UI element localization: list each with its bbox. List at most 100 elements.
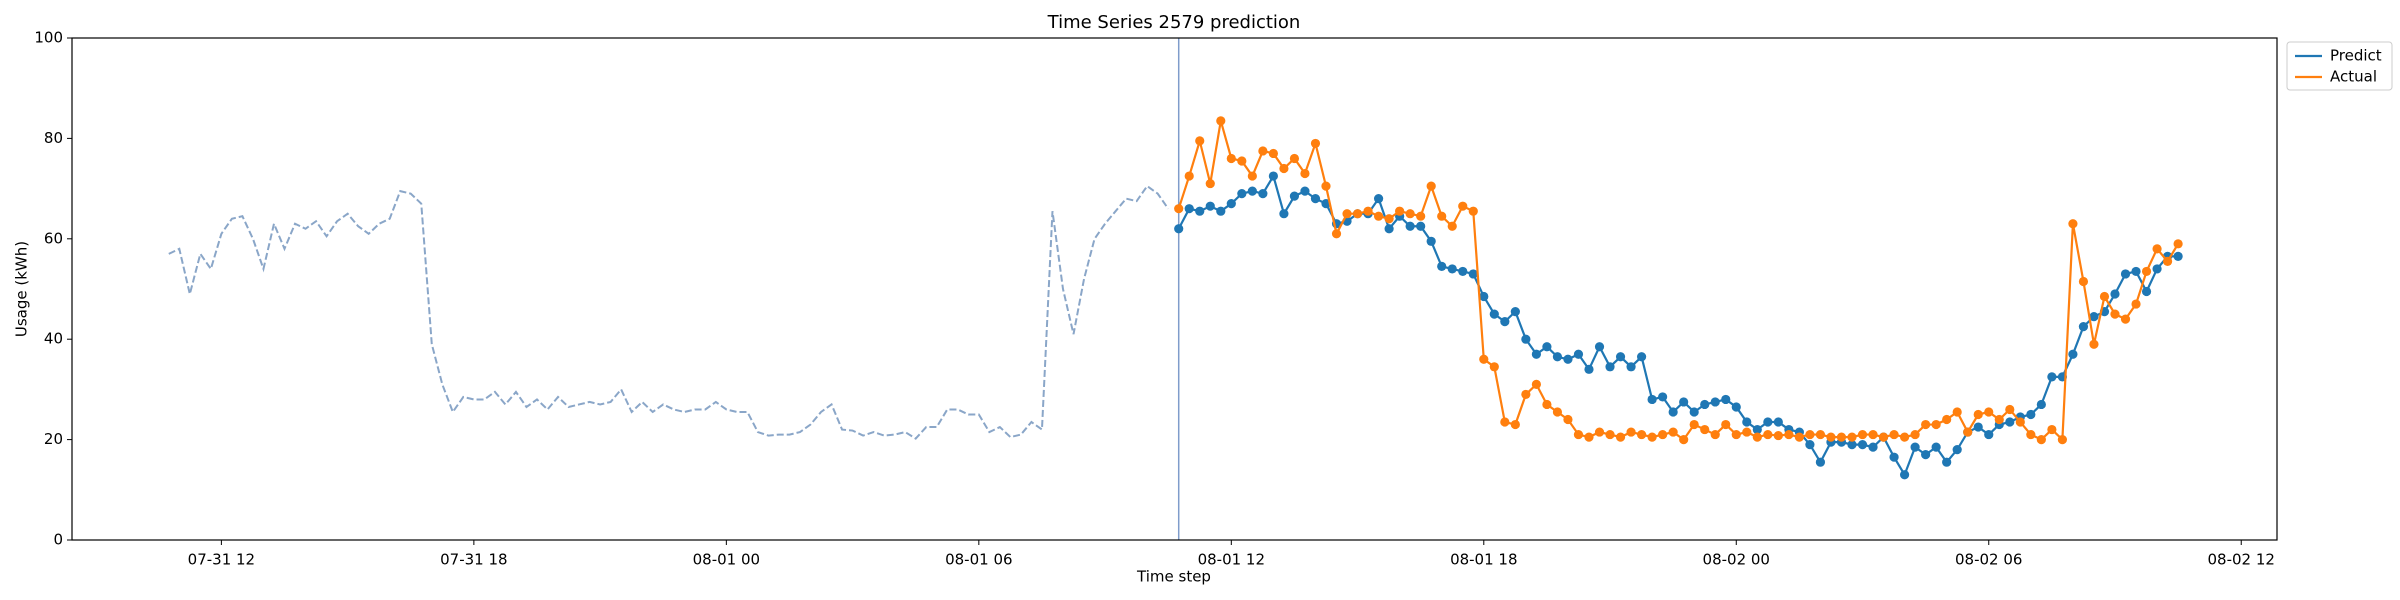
point bbox=[1931, 419, 1941, 430]
point bbox=[1721, 419, 1731, 430]
point bbox=[1594, 427, 1605, 437]
point bbox=[1331, 229, 1342, 239]
point bbox=[1615, 352, 1626, 362]
point bbox=[2131, 266, 2141, 277]
point bbox=[1489, 362, 1499, 372]
point bbox=[1889, 452, 1899, 462]
point bbox=[1721, 394, 1731, 405]
point bbox=[1973, 422, 1983, 432]
point bbox=[1742, 417, 1752, 427]
point bbox=[1352, 209, 1363, 219]
y-tick-label: 100 bbox=[34, 29, 63, 47]
point bbox=[1426, 236, 1436, 246]
point bbox=[1952, 407, 1962, 417]
history-line bbox=[168, 184, 1170, 440]
point bbox=[1416, 221, 1426, 231]
y-tick-label: 60 bbox=[44, 229, 63, 247]
point bbox=[2120, 269, 2131, 279]
point bbox=[1437, 211, 1447, 221]
legend-label: Actual bbox=[2330, 68, 2377, 86]
point bbox=[1563, 414, 1573, 425]
point bbox=[1279, 209, 1289, 219]
point bbox=[1531, 379, 1541, 389]
point bbox=[1857, 440, 1868, 450]
point bbox=[1384, 214, 1394, 224]
point bbox=[1899, 470, 1910, 480]
point bbox=[1542, 399, 1552, 410]
point bbox=[1247, 171, 1257, 181]
point bbox=[1405, 209, 1415, 219]
point bbox=[2036, 435, 2046, 445]
point bbox=[1805, 440, 1815, 450]
point bbox=[1847, 432, 1857, 442]
x-tick-label: 08-01 18 bbox=[1450, 551, 1517, 569]
x-tick-label: 08-02 12 bbox=[2208, 551, 2275, 569]
point bbox=[1184, 204, 1194, 214]
point bbox=[2078, 322, 2089, 332]
point bbox=[1531, 349, 1541, 359]
point bbox=[1216, 206, 1226, 216]
point bbox=[2162, 256, 2173, 266]
y-tick-label: 40 bbox=[44, 330, 63, 348]
point bbox=[1868, 429, 1878, 440]
point bbox=[2173, 239, 2183, 249]
point bbox=[1931, 442, 1941, 452]
point bbox=[1310, 194, 1321, 204]
point bbox=[1373, 211, 1384, 221]
point bbox=[1700, 399, 1710, 410]
point bbox=[1226, 199, 1236, 209]
point bbox=[1826, 432, 1836, 442]
point bbox=[1994, 414, 2004, 425]
point bbox=[1300, 168, 1310, 179]
point bbox=[1689, 419, 1699, 430]
point bbox=[1373, 194, 1384, 204]
point bbox=[2068, 349, 2078, 359]
point bbox=[1468, 206, 1478, 216]
point bbox=[2120, 314, 2131, 324]
point bbox=[2078, 276, 2089, 287]
point bbox=[2110, 309, 2120, 319]
point bbox=[1279, 163, 1289, 174]
point bbox=[1794, 432, 1804, 442]
point bbox=[1605, 362, 1615, 372]
y-tick-label: 0 bbox=[53, 531, 63, 549]
point bbox=[1668, 427, 1678, 437]
point bbox=[2005, 417, 2015, 427]
point bbox=[1626, 427, 1636, 437]
point bbox=[1805, 429, 1815, 440]
point bbox=[1784, 429, 1794, 440]
point bbox=[1384, 224, 1394, 234]
point bbox=[1636, 429, 1647, 440]
point bbox=[1752, 432, 1762, 442]
point bbox=[1458, 201, 1468, 211]
point bbox=[1363, 206, 1373, 216]
point bbox=[1258, 146, 1268, 156]
point bbox=[1910, 442, 1920, 452]
point bbox=[2026, 429, 2036, 440]
point bbox=[1647, 394, 1657, 405]
x-tick-label: 08-02 06 bbox=[1955, 551, 2022, 569]
point bbox=[1405, 221, 1415, 231]
point bbox=[1668, 407, 1678, 417]
point bbox=[1847, 440, 1857, 450]
point bbox=[1584, 364, 1594, 374]
point bbox=[2089, 312, 2099, 322]
point bbox=[1921, 450, 1931, 460]
point bbox=[1289, 191, 1300, 201]
point bbox=[1773, 417, 1783, 427]
point bbox=[1416, 211, 1426, 221]
point bbox=[2141, 266, 2152, 277]
point bbox=[1731, 429, 1741, 440]
x-axis-label: Time step bbox=[1136, 568, 1211, 586]
point bbox=[1247, 186, 1257, 196]
point bbox=[2026, 409, 2036, 420]
point bbox=[1552, 407, 1563, 417]
point bbox=[1237, 189, 1247, 199]
point bbox=[1815, 429, 1826, 440]
point bbox=[1510, 306, 1520, 317]
point bbox=[1815, 457, 1826, 467]
point bbox=[2036, 399, 2046, 410]
point bbox=[1878, 432, 1889, 442]
